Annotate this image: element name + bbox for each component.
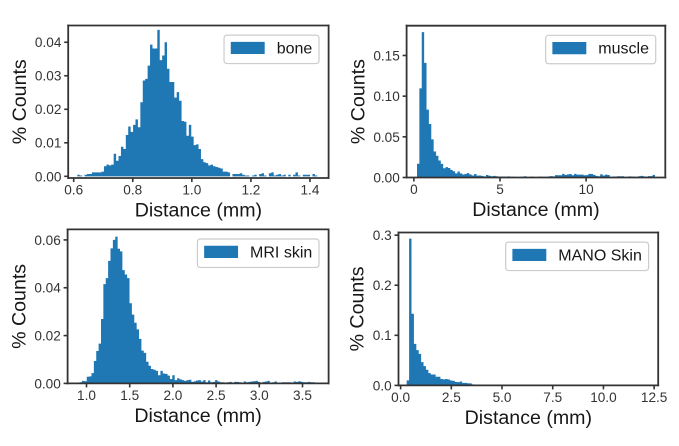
svg-text:0.6: 0.6	[64, 183, 83, 198]
svg-text:0.0: 0.0	[373, 378, 392, 393]
svg-text:0.1: 0.1	[373, 328, 392, 343]
svg-text:0.04: 0.04	[34, 281, 61, 296]
svg-text:MRI skin: MRI skin	[250, 244, 312, 261]
svg-text:2.0: 2.0	[163, 388, 182, 403]
svg-text:0.04: 0.04	[35, 35, 62, 50]
svg-text:muscle: muscle	[598, 41, 649, 58]
svg-text:% Counts: % Counts	[9, 59, 31, 144]
svg-text:5.0: 5.0	[493, 390, 512, 405]
svg-text:0.10: 0.10	[373, 89, 400, 104]
svg-text:0.03: 0.03	[35, 69, 61, 84]
svg-text:1.0: 1.0	[182, 183, 201, 198]
svg-text:Distance (mm): Distance (mm)	[135, 199, 262, 221]
svg-text:10.0: 10.0	[590, 390, 617, 405]
svg-text:0.2: 0.2	[373, 278, 392, 293]
svg-text:1.5: 1.5	[120, 388, 139, 403]
svg-text:1.4: 1.4	[301, 183, 320, 198]
svg-text:bone: bone	[277, 41, 313, 58]
svg-text:5: 5	[496, 182, 504, 197]
svg-text:1.2: 1.2	[241, 183, 260, 198]
svg-text:3.0: 3.0	[250, 388, 269, 403]
svg-text:0.8: 0.8	[123, 183, 142, 198]
svg-text:0.01: 0.01	[35, 136, 61, 151]
svg-text:Distance (mm): Distance (mm)	[134, 405, 261, 427]
svg-text:% Counts: % Counts	[347, 59, 369, 144]
svg-text:7.5: 7.5	[543, 390, 562, 405]
svg-text:MANO Skin: MANO Skin	[558, 248, 642, 265]
svg-text:12.5: 12.5	[641, 390, 667, 405]
svg-text:0.0: 0.0	[391, 390, 410, 405]
svg-text:0.00: 0.00	[35, 169, 62, 184]
svg-text:0.02: 0.02	[35, 102, 61, 117]
svg-text:0.15: 0.15	[373, 48, 399, 63]
svg-text:Distance (mm): Distance (mm)	[472, 199, 599, 221]
svg-text:0.00: 0.00	[34, 376, 61, 391]
svg-text:Distance (mm): Distance (mm)	[465, 407, 592, 429]
svg-text:3.5: 3.5	[293, 388, 312, 403]
svg-text:2.5: 2.5	[207, 388, 226, 403]
svg-text:% Counts: % Counts	[347, 266, 369, 351]
svg-text:0.00: 0.00	[373, 170, 400, 185]
svg-text:10: 10	[579, 182, 595, 197]
svg-text:0.02: 0.02	[34, 329, 60, 344]
svg-text:0.06: 0.06	[34, 233, 60, 248]
svg-text:% Counts: % Counts	[8, 264, 30, 349]
svg-text:0: 0	[410, 182, 418, 197]
svg-text:0.3: 0.3	[373, 228, 392, 243]
svg-text:2.5: 2.5	[442, 390, 461, 405]
svg-text:1.0: 1.0	[77, 388, 96, 403]
svg-text:0.05: 0.05	[373, 130, 399, 145]
